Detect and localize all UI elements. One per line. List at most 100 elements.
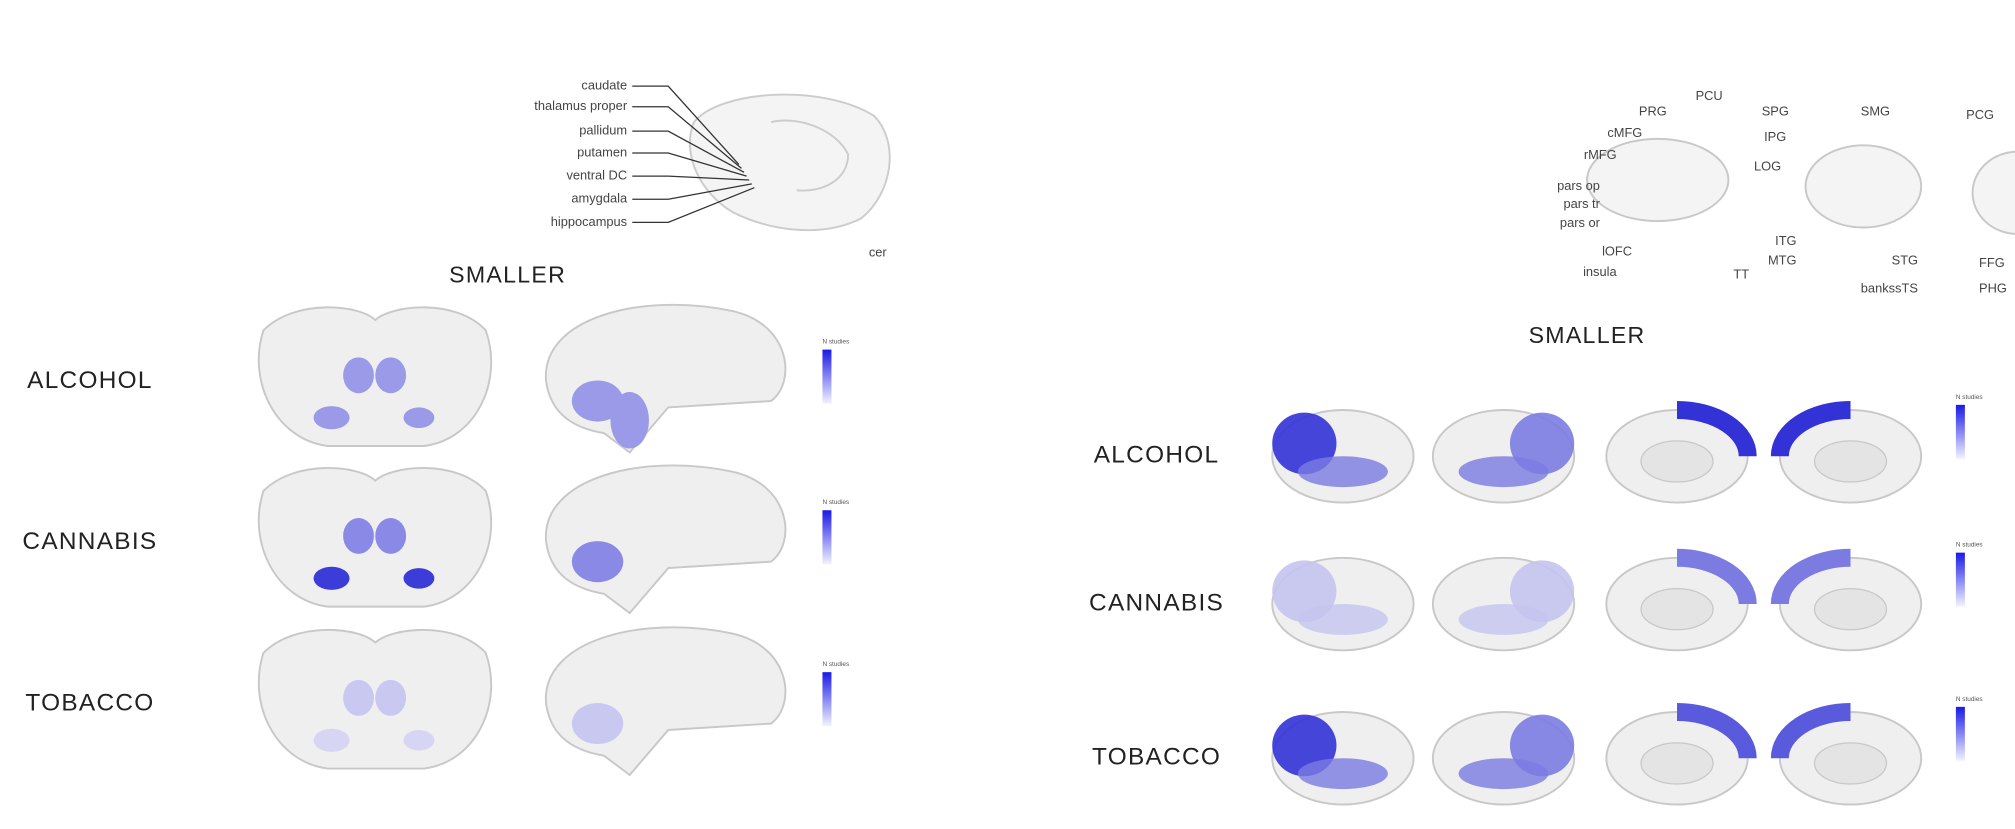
medial-wall [1640,440,1714,483]
brain-outline [257,467,493,608]
region-label: MTG [1768,252,1797,267]
region-label: insula [1583,264,1617,279]
subcortical [343,357,374,394]
region-label: PRG [1639,103,1667,118]
region [1297,456,1388,488]
region [1770,401,1851,457]
subcortical [610,392,649,449]
subcortical [571,380,624,422]
subcortical [571,541,624,583]
colorbar [822,510,832,565]
leader-line [632,85,740,165]
sagittal-slice [545,464,787,615]
legend-title: N studies [822,339,849,346]
region-label: SPG [1762,103,1789,118]
region-label: thalamus proper [534,98,628,113]
medial-wall [1640,587,1714,631]
leader-line [632,183,752,200]
region-label: pars or [1560,215,1601,230]
medial-wall [1813,587,1888,631]
region-label: putamen [577,144,627,159]
region [1770,548,1851,605]
region [1676,702,1757,759]
region [1458,604,1549,635]
legend-title: N studies [822,499,849,506]
region-label: rMFG [1584,147,1617,162]
legend-title: N studies [822,661,849,668]
subcortical [313,406,350,430]
leader-line [632,130,745,173]
region [1770,702,1851,759]
colorbar [1955,552,1965,607]
region [1297,604,1388,635]
region-label: PCU [1696,88,1723,103]
panel-title: SMALLER [1529,322,1646,348]
subcortical [343,517,374,554]
row-label: ALCOHOL [27,367,153,394]
region-label: amygdala [571,191,628,206]
reference-brain [1804,144,1923,229]
region-label: pars tr [1564,196,1601,211]
leader-line [632,175,750,181]
region [1676,401,1757,457]
region-label: hippocampus [551,214,627,229]
medial-wall [1640,742,1714,785]
region-label: FFG [1979,255,2005,270]
region-label: IPG [1764,129,1786,144]
coronal-slice [257,467,493,608]
region-label: lOFC [1602,243,1632,258]
medial-wall [1813,440,1888,483]
subcortical [313,728,350,752]
row-label: CANNABIS [1089,590,1224,617]
subcortical [375,679,407,716]
subcortical [403,729,435,751]
reference-brain [689,93,891,232]
subcortical [403,407,435,428]
row-label: ALCOHOL [1094,442,1220,469]
leader-line [632,187,755,224]
cortex-view [1431,711,1576,806]
region-label: caudate [581,78,627,93]
legend-title: N studies [1956,394,1983,401]
region [1676,548,1757,605]
region-label: pars op [1557,178,1600,193]
row-label: CANNABIS [22,528,157,555]
legend-title: N studies [1956,696,1983,703]
leader-line [632,152,747,177]
region [1458,456,1549,488]
colorbar [1955,706,1965,761]
brain-outline [257,306,493,447]
cortex-view [1605,401,1757,504]
colorbar [1955,404,1965,459]
cortex-view [1770,401,1923,504]
region-label: ventral DC [566,168,627,183]
cortex-view [1605,548,1757,652]
cortex-view [1271,711,1415,806]
region-label: ITG [1775,233,1796,248]
region-label: TT [1733,266,1749,281]
cortex-view [1271,409,1415,504]
region-label: pallidum [579,123,627,138]
medial-wall [1813,742,1888,785]
cortex-view [1770,702,1923,806]
brain-outline [545,626,787,777]
sagittal-slice [545,303,787,454]
truncated-label: cer [869,245,888,260]
reference-brain [1586,137,1730,223]
panel-title: SMALLER [449,261,566,287]
brain-outline [545,303,787,454]
subcortical [403,568,435,589]
region [1458,758,1549,790]
region-label: SMG [1861,103,1890,118]
cortex-view [1271,556,1415,652]
coronal-slice [257,306,493,447]
legend-title: N studies [1956,542,1983,549]
sagittal-slice [545,626,787,777]
subcortical [313,566,350,590]
row-label: TOBACCO [25,690,154,717]
region-label: PHG [1979,281,2007,296]
region-label: STG [1892,252,1918,267]
cortex-view [1605,702,1757,806]
